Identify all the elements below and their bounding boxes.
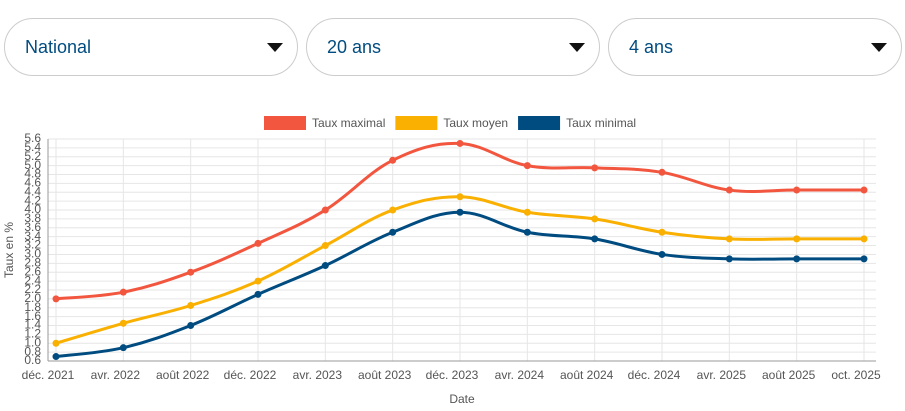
legend-label: Taux minimal <box>566 116 636 130</box>
legend-swatch <box>395 116 438 130</box>
data-point <box>321 262 329 270</box>
data-point <box>523 228 531 236</box>
data-point <box>321 206 329 214</box>
y-tick-label: 2.6 <box>24 264 41 278</box>
y-tick-label: 3.2 <box>24 238 41 252</box>
data-point <box>456 193 464 201</box>
dropdown[interactable]: National <box>4 18 298 76</box>
y-tick-label: 3.0 <box>24 247 41 261</box>
data-point <box>187 302 195 309</box>
y-tick-label: 4.2 <box>24 193 41 207</box>
chart: Date Taux en % 0.60.81.01.21.41.61.82.02… <box>2 116 881 406</box>
caret <box>267 43 283 52</box>
data-point <box>793 186 801 194</box>
data-point <box>389 206 397 214</box>
data-point <box>52 339 60 347</box>
data-point <box>52 295 60 303</box>
y-tick-label: 5.6 <box>24 131 41 145</box>
data-point <box>119 319 127 327</box>
y-tick-label: 3.8 <box>24 211 41 225</box>
x-tick-label: avr. 2024 <box>495 368 545 382</box>
x-tick-label: oct. 2025 <box>831 368 881 382</box>
y-tick-label: 4.4 <box>24 184 41 198</box>
y-tick-label: 2.8 <box>24 255 41 269</box>
data-point <box>658 250 666 258</box>
caret <box>871 43 887 52</box>
data-point <box>725 235 733 243</box>
x-tick-label: août 2022 <box>156 368 210 382</box>
x-tick-label: déc. 2024 <box>628 368 681 382</box>
data-point <box>187 268 195 276</box>
caret <box>569 43 585 52</box>
data-point <box>523 162 531 170</box>
x-tick-label: août 2023 <box>358 368 412 382</box>
data-point <box>456 208 464 216</box>
data-point <box>254 277 262 285</box>
y-tick-label: 0.6 <box>24 353 41 367</box>
data-point <box>389 156 397 164</box>
y-tick-label: 4.0 <box>24 202 41 216</box>
legend-swatch <box>264 116 306 130</box>
data-point <box>52 353 60 361</box>
data-point <box>389 228 397 236</box>
y-axis-title: Taux en % <box>2 222 16 278</box>
data-point <box>254 239 262 247</box>
legend-label: Taux moyen <box>443 116 508 130</box>
data-point <box>793 235 801 243</box>
y-tick-label: 1.6 <box>24 309 41 323</box>
data-point <box>591 164 599 172</box>
y-tick-label: 1.2 <box>24 327 41 341</box>
data-point <box>658 228 666 236</box>
data-point <box>860 255 868 263</box>
y-tick-label: 0.8 <box>24 344 41 358</box>
y-tick-label: 5.0 <box>24 158 41 172</box>
y-tick-label: 4.8 <box>24 167 41 181</box>
dropdown-label: 4 ans <box>629 36 674 57</box>
y-tick-label: 1.4 <box>24 318 41 332</box>
x-tick-label: déc. 2021 <box>22 368 75 382</box>
data-point <box>725 186 733 194</box>
legend-label: Taux maximal <box>312 116 385 130</box>
x-tick-label: août 2025 <box>762 368 816 382</box>
dropdown[interactable]: 20 ans <box>306 18 600 76</box>
data-point <box>725 255 733 263</box>
y-tick-label: 5.4 <box>24 140 41 154</box>
data-point <box>187 321 195 329</box>
x-tick-label: avr. 2023 <box>293 368 343 382</box>
y-tick-label: 4.6 <box>24 176 41 190</box>
data-point <box>860 186 868 194</box>
x-tick-label: avr. 2025 <box>697 368 747 382</box>
y-tick-label: 2.0 <box>24 291 41 305</box>
x-tick-label: avr. 2022 <box>91 368 141 382</box>
data-point <box>793 255 801 263</box>
data-point <box>591 215 599 223</box>
data-point <box>456 139 464 147</box>
data-point <box>591 235 599 243</box>
x-tick-label: déc. 2023 <box>426 368 479 382</box>
data-point <box>658 168 666 176</box>
data-point <box>860 235 868 243</box>
dropdown-label: 20 ans <box>327 36 382 57</box>
x-axis-title: Date <box>449 392 475 406</box>
dropdown-label: National <box>25 36 92 57</box>
y-tick-label: 2.4 <box>24 273 41 287</box>
data-point <box>119 288 127 296</box>
y-tick-label: 5.2 <box>24 149 41 163</box>
data-point <box>119 344 127 352</box>
y-tick-label: 1.0 <box>24 335 41 349</box>
data-point <box>321 242 329 250</box>
x-tick-label: déc. 2022 <box>224 368 277 382</box>
data-point <box>254 290 262 298</box>
dropdown[interactable]: 4 ans <box>608 18 902 76</box>
y-tick-label: 2.2 <box>24 282 41 296</box>
y-tick-label: 3.4 <box>24 229 41 243</box>
legend-swatch <box>518 116 561 130</box>
y-tick-label: 1.8 <box>24 300 41 314</box>
x-tick-label: août 2024 <box>560 368 614 382</box>
y-tick-label: 3.6 <box>24 220 41 234</box>
data-point <box>523 208 531 216</box>
